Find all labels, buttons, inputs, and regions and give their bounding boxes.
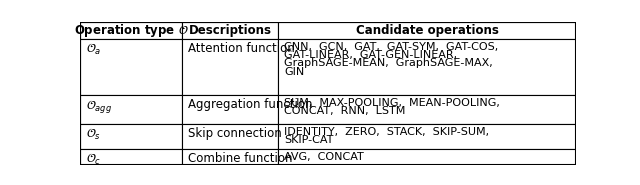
Text: $\mathcal{O}_c$: $\mathcal{O}_c$ bbox=[86, 152, 101, 167]
Text: $\mathcal{O}_s$: $\mathcal{O}_s$ bbox=[86, 127, 101, 142]
Text: GAT-LINEAR,  GAT-GEN-LINEAR,: GAT-LINEAR, GAT-GEN-LINEAR, bbox=[284, 50, 458, 60]
Bar bbox=[182, 95, 278, 124]
Bar bbox=[80, 124, 182, 149]
Text: Candidate operations: Candidate operations bbox=[356, 24, 499, 37]
Bar bbox=[182, 39, 278, 95]
Text: SKIP-CAT: SKIP-CAT bbox=[284, 135, 333, 145]
Bar bbox=[80, 149, 182, 165]
Text: SUM,  MAX-POOLING,  MEAN-POOLING,: SUM, MAX-POOLING, MEAN-POOLING, bbox=[284, 98, 500, 108]
Bar bbox=[278, 39, 576, 95]
Bar bbox=[182, 149, 278, 165]
Text: CONCAT,  RNN,  LSTM: CONCAT, RNN, LSTM bbox=[284, 106, 406, 116]
Text: $\mathcal{O}_a$: $\mathcal{O}_a$ bbox=[86, 42, 101, 57]
Text: GIN: GIN bbox=[284, 66, 305, 77]
Text: Aggregation function: Aggregation function bbox=[188, 98, 312, 111]
Bar bbox=[182, 22, 278, 39]
Text: GraphSAGE-MEAN,  GraphSAGE-MAX,: GraphSAGE-MEAN, GraphSAGE-MAX, bbox=[284, 58, 493, 68]
Text: $\mathcal{O}_{agg}$: $\mathcal{O}_{agg}$ bbox=[86, 98, 112, 115]
Text: CNN,  GCN,  GAT,  GAT-SYM,  GAT-COS,: CNN, GCN, GAT, GAT-SYM, GAT-COS, bbox=[284, 42, 499, 52]
Bar bbox=[278, 22, 576, 39]
Text: Skip connection: Skip connection bbox=[188, 127, 282, 140]
Bar bbox=[278, 149, 576, 165]
Bar bbox=[182, 124, 278, 149]
Text: Operation type $\mathcal{O}$: Operation type $\mathcal{O}$ bbox=[74, 22, 188, 39]
Bar bbox=[80, 39, 182, 95]
Bar bbox=[80, 22, 182, 39]
Bar bbox=[278, 124, 576, 149]
Text: Attention function: Attention function bbox=[188, 42, 294, 55]
Bar bbox=[278, 95, 576, 124]
Text: Descriptions: Descriptions bbox=[189, 24, 271, 37]
Text: IDENTITY,  ZERO,  STACK,  SKIP-SUM,: IDENTITY, ZERO, STACK, SKIP-SUM, bbox=[284, 127, 490, 137]
Text: Combine function: Combine function bbox=[188, 152, 292, 165]
Text: AVG,  CONCAT: AVG, CONCAT bbox=[284, 152, 364, 162]
Bar bbox=[80, 95, 182, 124]
